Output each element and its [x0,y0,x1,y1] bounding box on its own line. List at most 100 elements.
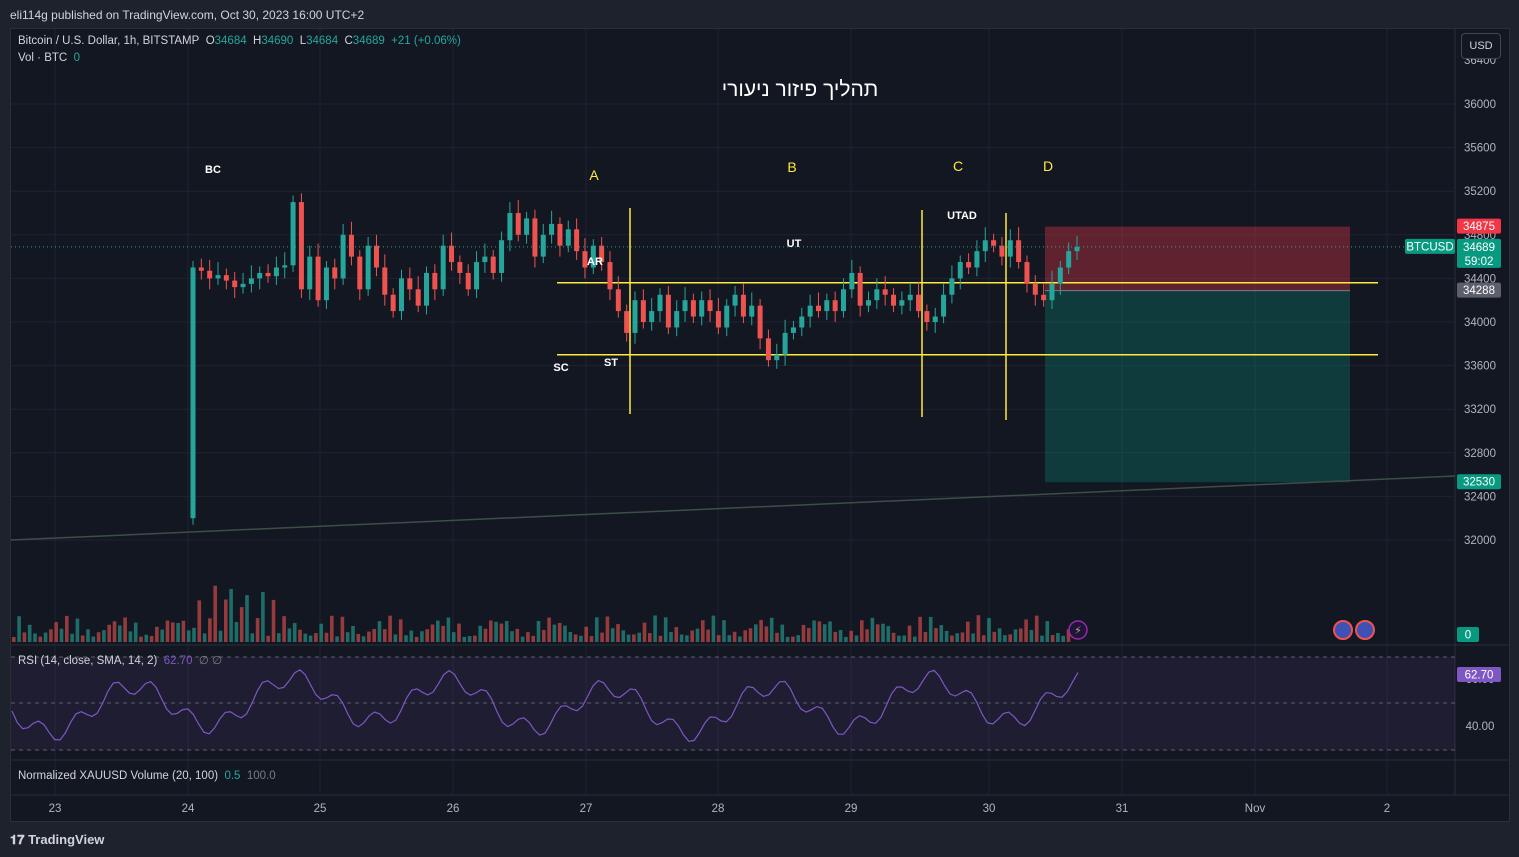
volume-bar [1013,629,1018,642]
nxv-value-2: 100.0 [246,770,276,782]
volume-bar [22,632,27,642]
candle-body [991,240,997,246]
candle-body [949,278,955,295]
candle-body [782,332,788,355]
price-tick-label: 35600 [1464,143,1496,155]
stop-loss-zone [1045,226,1350,291]
symbol-name: Bitcoin / U.S. Dollar, 1h, BITSTAMP [18,35,200,47]
volume-bar [250,633,255,642]
change-value: +21 (+0.06%) [391,35,461,47]
volume-bar [860,620,864,642]
candle-body [415,289,421,306]
volume-bar [833,631,838,642]
candle-body [457,262,463,273]
volume-bar [1050,634,1055,642]
candle-body [1007,240,1013,257]
nxv-legend[interactable]: Normalized XAUUSD Volume (20, 100) 0.5 1… [18,770,276,782]
volume-bar [467,636,472,642]
candle-body [665,294,671,328]
candle-body [815,305,821,312]
volume-legend[interactable]: Vol · BTC 0 [18,52,81,64]
volume-bar [372,628,376,642]
volume-bar [605,616,610,642]
annotation-bc: BC [205,164,221,176]
volume-bar [573,634,578,642]
candle-body [690,300,696,317]
volume-bar [473,635,477,642]
volume-bar [80,635,85,642]
volume-bar [367,631,371,642]
volume-bar [918,616,922,642]
volume-bar [706,629,710,642]
volume-bar [123,617,127,642]
candle-body [507,213,513,241]
volume-bar [1029,630,1034,642]
rsi-value-badge-bg [1457,667,1501,682]
volume-bar [451,632,456,642]
annotation-utad: UTAD [947,210,977,222]
volume-bar [441,625,445,642]
volume-bar [457,623,461,642]
volume-bar [271,599,276,642]
volume-bar [626,634,631,642]
volume-bar [902,635,906,642]
stop-price-badge-bg [1457,218,1501,234]
chart-frame[interactable] [10,28,1510,822]
volume-bar [822,624,827,642]
candle-body [490,256,496,273]
candle-body [515,213,521,235]
volume-bar [430,624,435,642]
rsi-legend[interactable]: RSI (14, close, SMA, 14, 2) 62.70 ∅ ∅ [18,655,223,667]
time-tick-label: 27 [580,803,593,815]
target-price-badge-bg [1457,474,1501,490]
volume-bar [589,636,594,642]
rsi-tick-label: 40.00 [1466,721,1495,733]
volume-bar [102,630,106,642]
volume-bar [335,636,339,642]
volume-bar [314,633,318,642]
volume-bar [462,636,467,642]
candle-body [907,294,913,301]
volume-bar [844,636,848,642]
candle-body [198,267,204,271]
candle-body [757,305,763,339]
candle-body [790,327,796,333]
time-tick-label: Nov [1245,803,1266,815]
candle-body [449,245,455,263]
candle-body [624,311,630,333]
volume-bar [547,617,551,642]
candle-body [724,305,730,328]
volume-bar [616,624,620,642]
time-tick-label: 25 [314,803,327,815]
candle-body [565,229,571,246]
currency-button[interactable]: USD [1461,33,1501,59]
time-tick-label: 29 [845,803,858,815]
candle-body [574,229,580,252]
volume-bar [65,615,69,642]
volume-bar [499,623,504,642]
volume-bar [409,630,414,642]
volume-bar [186,630,191,642]
volume-bar [224,599,228,642]
annotation-b: B [787,159,796,175]
candle-body [765,338,771,361]
symbol-legend[interactable]: Bitcoin / U.S. Dollar, 1h, BITSTAMP O346… [18,35,461,47]
volume-badge-bg [1457,627,1479,642]
volume-bar [1061,635,1065,642]
candle-body [807,305,813,317]
volume-bar [510,631,514,642]
volume-bar [494,621,498,642]
price-tick-label: 36000 [1464,99,1496,111]
tradingview-logo: 𝟏𝟕 TradingView [10,832,105,847]
volume-bar [658,635,663,642]
volume-bar [754,624,758,642]
volume-bar [966,621,970,642]
volume-bar [722,620,726,642]
volume-bar [934,628,938,642]
volume-bar [303,633,308,642]
volume-bar [552,624,557,642]
candle-body [407,278,413,290]
candle-body [640,300,646,322]
volume-bar [971,633,975,642]
